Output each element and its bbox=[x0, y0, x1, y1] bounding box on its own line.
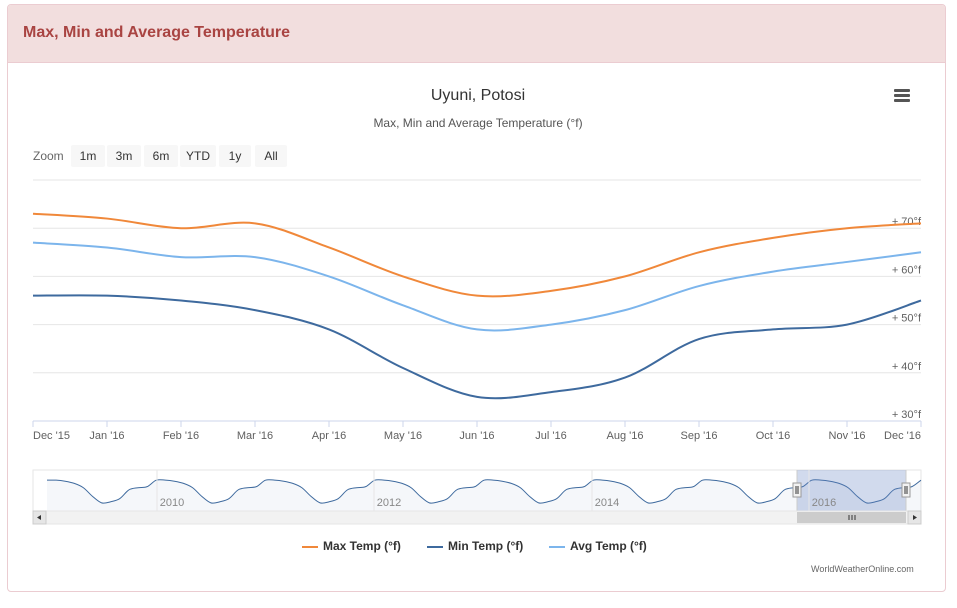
x-tick-label: Dec '16 bbox=[884, 430, 921, 442]
legend-item-avg[interactable]: Avg Temp (°f) bbox=[549, 539, 647, 553]
zoom-all-button[interactable]: All bbox=[255, 145, 287, 167]
y-tick-label: + 60°f bbox=[892, 264, 922, 276]
y-tick-label: + 50°f bbox=[892, 313, 922, 325]
x-tick-label: Jan '16 bbox=[89, 430, 124, 442]
x-tick-label: Apr '16 bbox=[312, 430, 347, 442]
zoom-3m-button[interactable]: 3m bbox=[107, 145, 141, 167]
x-tick-label: Jul '16 bbox=[535, 430, 566, 442]
x-tick-label: Aug '16 bbox=[607, 430, 644, 442]
navigator-frame bbox=[32, 469, 922, 512]
x-tick-label: Dec '15 bbox=[33, 430, 70, 442]
legend-min-swatch bbox=[427, 545, 443, 548]
x-tick-label: Oct '16 bbox=[756, 430, 791, 442]
legend-item-max[interactable]: Max Temp (°f) bbox=[302, 539, 401, 553]
chart-subtitle: Max, Min and Average Temperature (°f) bbox=[373, 116, 582, 130]
scrollbar-track bbox=[32, 510, 922, 525]
chart-title: Uyuni, Potosi bbox=[431, 87, 525, 104]
series-line-avg-temp bbox=[32, 241, 922, 332]
y-tick-label: + 40°f bbox=[892, 361, 922, 373]
legend-avg-label: Avg Temp (°f) bbox=[570, 539, 647, 553]
zoom-label: Zoom bbox=[33, 149, 64, 163]
navigator-right-handle[interactable] bbox=[901, 482, 911, 498]
navigator-series bbox=[46, 479, 922, 504]
navigator-left-handle[interactable] bbox=[792, 482, 802, 498]
x-tick-label: Mar '16 bbox=[237, 430, 273, 442]
x-tick-label: Sep '16 bbox=[681, 430, 718, 442]
series-line-max-temp bbox=[32, 212, 922, 298]
x-tick-label: Nov '16 bbox=[829, 430, 866, 442]
y-tick-label: + 30°f bbox=[892, 409, 922, 421]
legend-max-label: Max Temp (°f) bbox=[323, 539, 401, 553]
legend-item-min[interactable]: Min Temp (°f) bbox=[427, 539, 523, 553]
navigator-year-label: 2016 bbox=[812, 497, 836, 509]
navigator-selection bbox=[797, 470, 906, 511]
panel-title: Max, Min and Average Temperature bbox=[23, 24, 291, 41]
x-tick-label: Jun '16 bbox=[459, 430, 494, 442]
x-tick-label: May '16 bbox=[384, 430, 422, 442]
zoom-1m-button[interactable]: 1m bbox=[71, 145, 105, 167]
credit-link[interactable]: WorldWeatherOnline.com bbox=[811, 564, 914, 574]
navigator-year-label: 2012 bbox=[377, 497, 401, 509]
chart-menu-icon[interactable] bbox=[893, 87, 915, 109]
arrow-right-icon bbox=[913, 515, 917, 520]
zoom-1y-button[interactable]: 1y bbox=[219, 145, 251, 167]
arrow-left-icon bbox=[37, 515, 41, 520]
series-line-min-temp bbox=[32, 294, 922, 400]
zoom-6m-button[interactable]: 6m bbox=[144, 145, 178, 167]
y-tick-label: + 70°f bbox=[892, 216, 922, 228]
x-tick-label: Feb '16 bbox=[163, 430, 199, 442]
navigator-year-label: 2010 bbox=[160, 497, 184, 509]
zoom-ytd-button[interactable]: YTD bbox=[180, 145, 216, 167]
panel-heading: Max, Min and Average Temperature bbox=[8, 5, 945, 63]
navigator-year-label: 2014 bbox=[595, 497, 619, 509]
legend-min-label: Min Temp (°f) bbox=[448, 539, 524, 553]
legend-max-swatch bbox=[302, 545, 318, 548]
legend-avg-swatch bbox=[549, 545, 565, 548]
navigator-area bbox=[47, 479, 921, 511]
